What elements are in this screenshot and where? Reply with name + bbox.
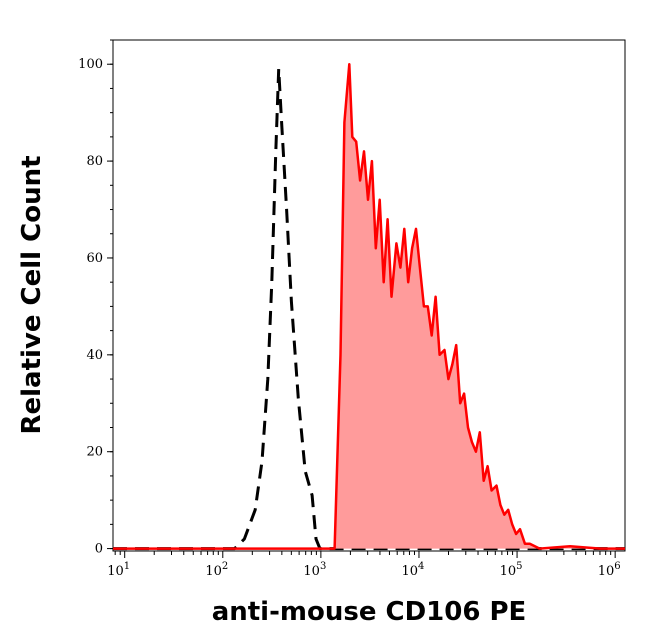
y-tick-label: 20 [86,445,103,460]
plot-area [113,62,625,551]
tick-exponent: 4 [418,561,424,572]
tick-exponent: 3 [320,561,326,572]
x-tick-label: 101 [107,561,130,579]
line [113,62,625,550]
tick-base: 10 [598,564,615,579]
x-tick-label: 103 [303,561,326,579]
y-tick-label: 100 [78,57,103,72]
tick-base: 10 [205,564,222,579]
tick-base: 10 [402,564,419,579]
x-tick-label: 104 [402,561,425,579]
y-tick-label: 80 [86,154,103,169]
tick-base: 10 [303,564,320,579]
plot-frame [112,39,626,552]
line [113,67,625,551]
area [113,64,625,549]
x-tick-label: 102 [205,561,228,579]
x-axis-title: anti-mouse CD106 PE [212,597,527,627]
y-tick-label: 40 [86,348,103,363]
tick-base: 10 [107,564,124,579]
tick-base: 10 [500,564,517,579]
y-tick-label: 0 [95,542,103,557]
tick-exponent: 2 [222,561,228,572]
tick-exponent: 5 [516,561,522,572]
tick-exponent: 6 [614,561,620,572]
x-tick-label: 105 [500,561,523,579]
y-axis-title: Relative Cell Count [17,155,47,434]
tick-exponent: 1 [124,561,130,572]
x-tick-label: 106 [598,561,621,579]
y-tick-label: 60 [86,251,103,266]
